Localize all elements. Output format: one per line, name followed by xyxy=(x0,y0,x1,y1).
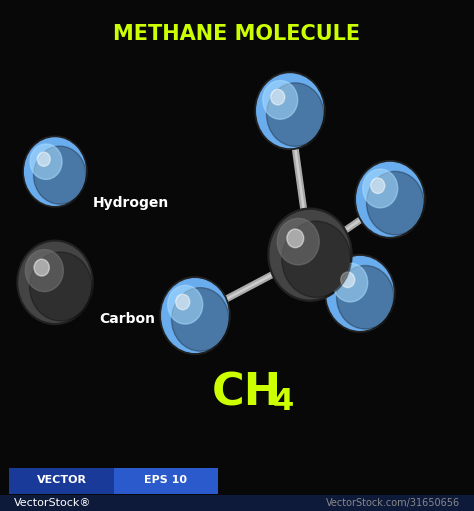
Circle shape xyxy=(325,254,395,332)
Circle shape xyxy=(268,208,352,301)
Circle shape xyxy=(371,178,385,194)
Circle shape xyxy=(327,257,393,330)
FancyBboxPatch shape xyxy=(114,468,218,494)
Circle shape xyxy=(333,263,368,302)
Circle shape xyxy=(29,252,92,321)
Text: METHANE MOLECULE: METHANE MOLECULE xyxy=(113,25,361,44)
Circle shape xyxy=(25,138,85,205)
Circle shape xyxy=(168,285,203,324)
Circle shape xyxy=(37,152,50,166)
Circle shape xyxy=(282,221,351,297)
Circle shape xyxy=(337,266,394,329)
Circle shape xyxy=(30,144,62,179)
Circle shape xyxy=(277,218,319,265)
Circle shape xyxy=(263,81,298,119)
Text: VECTOR: VECTOR xyxy=(36,475,87,485)
Circle shape xyxy=(271,89,285,105)
Circle shape xyxy=(341,272,355,288)
Circle shape xyxy=(162,278,228,353)
Circle shape xyxy=(287,229,304,248)
Text: CH: CH xyxy=(211,371,282,414)
Circle shape xyxy=(257,74,323,148)
Text: EPS 10: EPS 10 xyxy=(145,475,187,485)
FancyBboxPatch shape xyxy=(9,468,114,494)
Circle shape xyxy=(266,83,324,146)
Circle shape xyxy=(19,242,91,322)
Circle shape xyxy=(17,240,93,324)
Circle shape xyxy=(160,277,230,354)
Circle shape xyxy=(176,294,190,310)
Text: VectorStock®: VectorStock® xyxy=(14,498,91,508)
Circle shape xyxy=(26,249,64,292)
Circle shape xyxy=(270,211,350,299)
Text: 4: 4 xyxy=(273,387,294,416)
Circle shape xyxy=(363,169,398,208)
Circle shape xyxy=(34,146,86,204)
Text: Hydrogen: Hydrogen xyxy=(93,196,169,211)
Circle shape xyxy=(357,162,423,236)
Circle shape xyxy=(172,288,229,351)
Circle shape xyxy=(255,72,325,149)
Circle shape xyxy=(23,136,87,207)
Circle shape xyxy=(366,171,424,235)
Circle shape xyxy=(355,160,425,238)
Text: Carbon: Carbon xyxy=(99,312,155,326)
Text: VectorStock.com/31650656: VectorStock.com/31650656 xyxy=(326,498,460,508)
FancyBboxPatch shape xyxy=(0,495,474,511)
Circle shape xyxy=(34,259,49,276)
